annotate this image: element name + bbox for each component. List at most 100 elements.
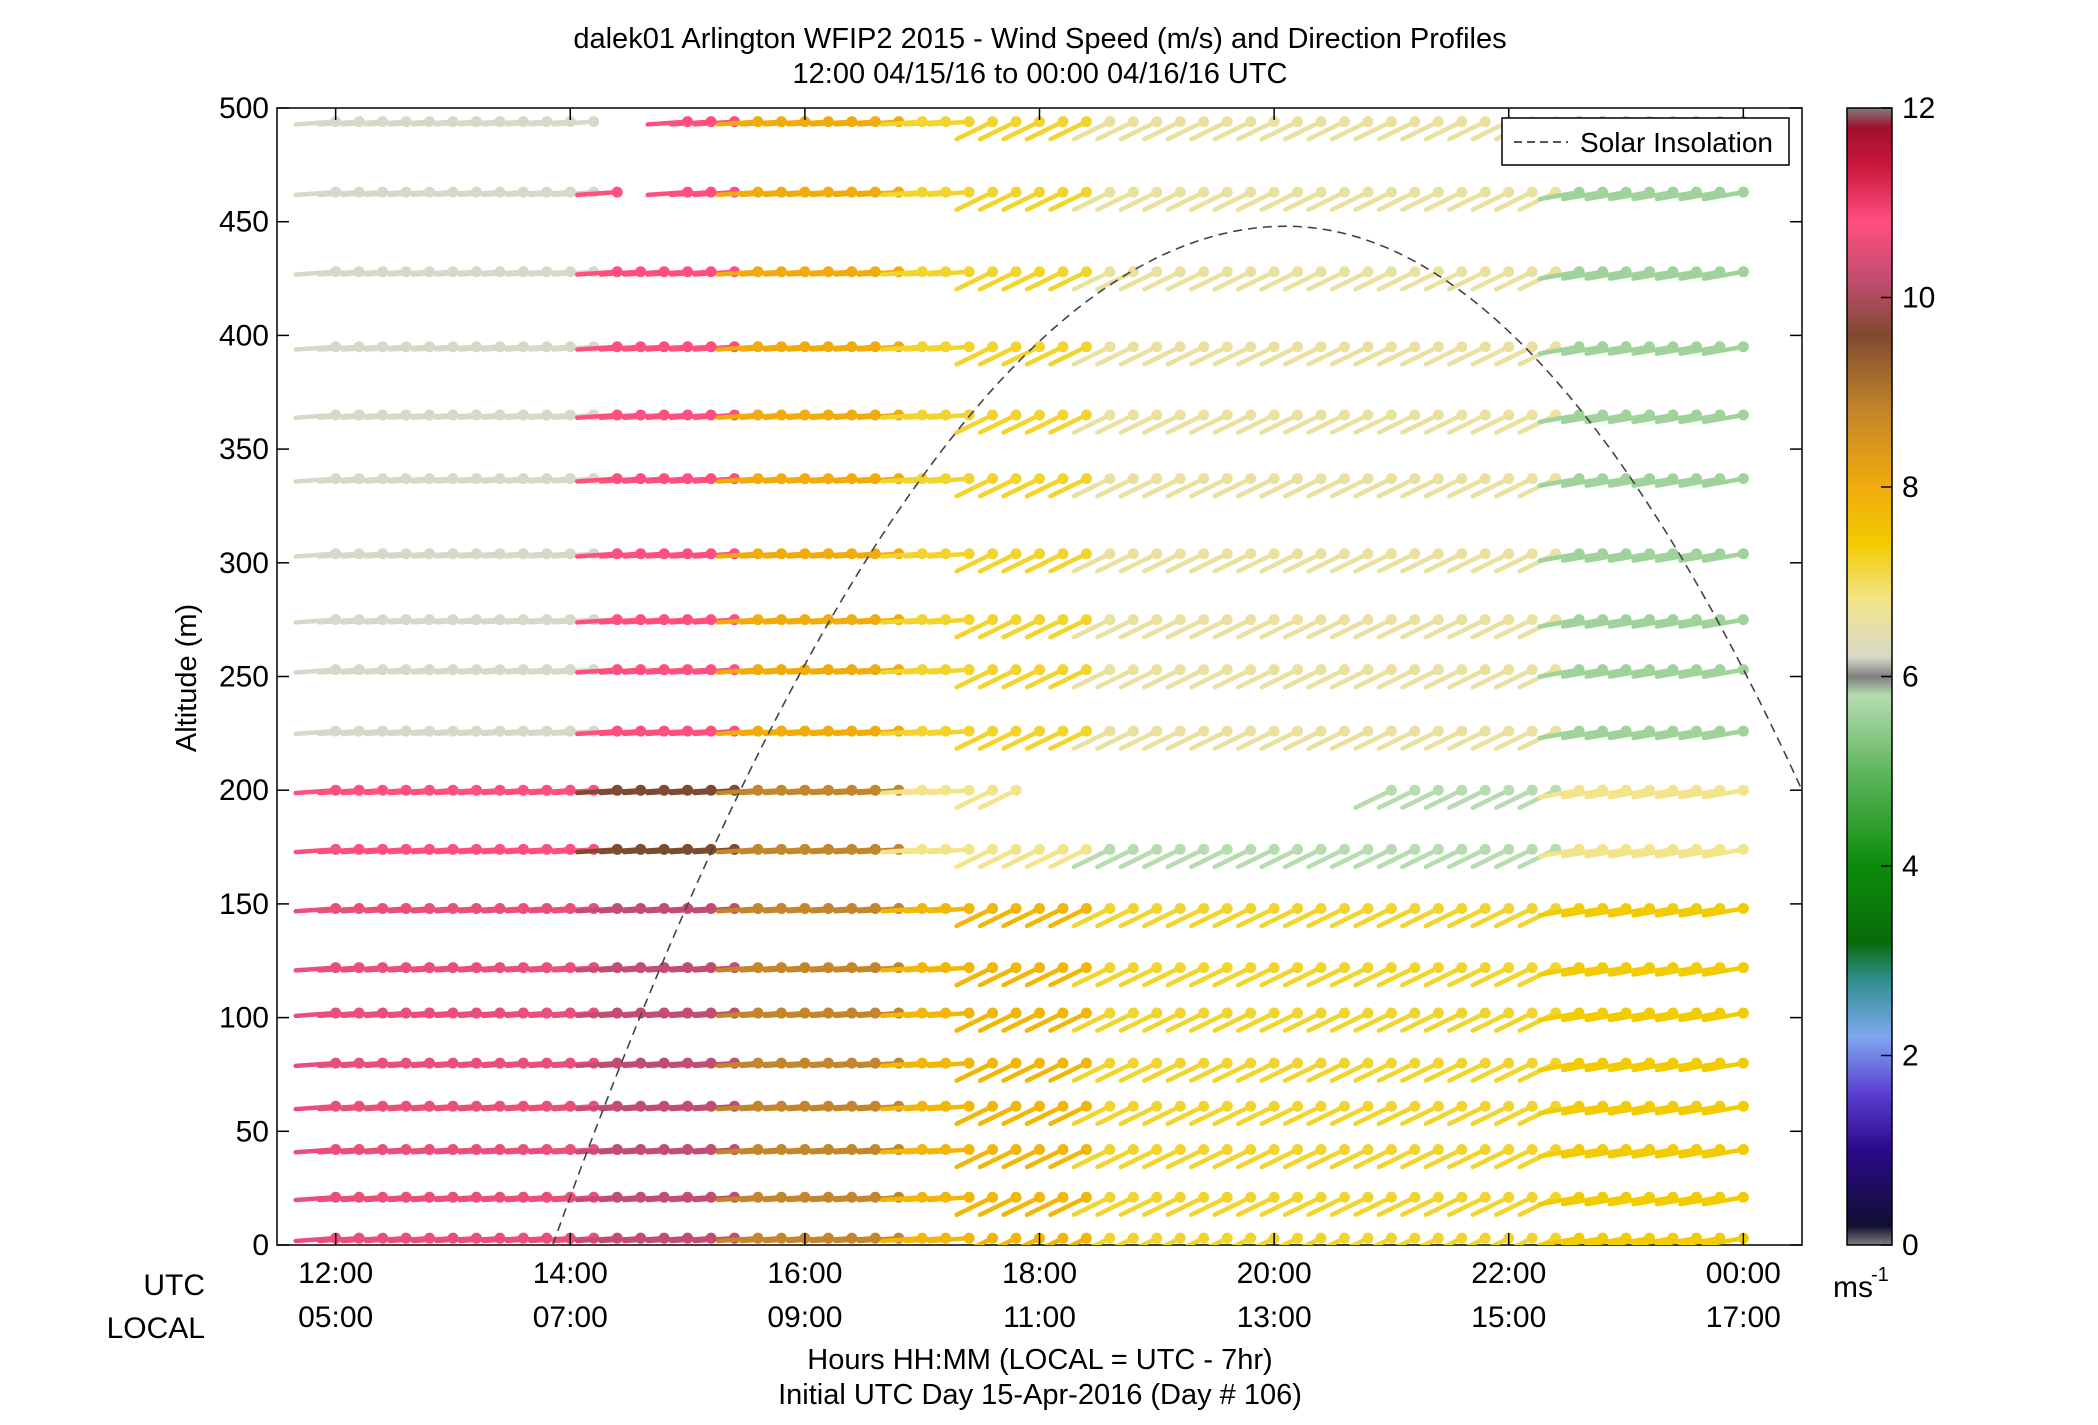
wind-barb-head: [1151, 1057, 1163, 1069]
wind-barb-head: [1503, 902, 1515, 914]
wind-barb: [1607, 906, 1652, 918]
wind-barb: [1306, 965, 1347, 988]
wind-barb-head: [987, 1232, 999, 1244]
wind-barb: [1701, 344, 1746, 356]
wind-barb: [1095, 551, 1136, 574]
wind-barb-head: [1292, 962, 1304, 974]
wind-barb-head: [1479, 725, 1491, 737]
wind-barb: [1095, 1060, 1136, 1083]
wind-barb: [1235, 728, 1277, 751]
wind-barb: [1259, 1060, 1300, 1083]
wind-barb-head: [1057, 843, 1069, 855]
wind-barb: [1212, 1194, 1253, 1218]
wind-barb-head: [1315, 341, 1327, 353]
wind-barb: [1560, 1147, 1605, 1159]
wind-barb-head: [987, 725, 999, 737]
x-tick-label-utc: 16:00: [767, 1257, 842, 1290]
wind-barb: [1235, 119, 1277, 142]
wind-barb: [1001, 906, 1042, 929]
wind-barb: [1584, 1194, 1629, 1207]
wind-barb-head: [987, 473, 999, 485]
wind-barb-head: [1151, 725, 1163, 737]
wind-barb-head: [1315, 548, 1327, 560]
wind-barb-head: [1268, 1057, 1280, 1069]
wind-barb: [926, 269, 972, 277]
wind-barb-head: [1737, 1057, 1749, 1069]
wind-barb: [1212, 667, 1253, 690]
wind-barb: [1024, 269, 1066, 292]
wind-barb: [1024, 728, 1066, 751]
wind-barb: [1212, 1010, 1253, 1033]
wind-barb: [575, 189, 620, 198]
wind-barb: [1584, 847, 1629, 859]
wind-barb-head: [1456, 116, 1468, 128]
wind-barb-head: [1010, 266, 1022, 278]
wind-barb-head: [1409, 962, 1421, 974]
wind-barb: [1235, 906, 1277, 929]
wind-barb: [1470, 667, 1511, 690]
wind-barb-head: [1221, 664, 1233, 676]
wind-barb: [1235, 667, 1277, 690]
wind-barb: [1560, 1194, 1605, 1207]
wind-barb: [1001, 551, 1042, 574]
wind-barb: [926, 787, 972, 796]
wind-barb: [1353, 1060, 1394, 1083]
wind-barb-head: [1339, 548, 1350, 560]
wind-barb: [1118, 189, 1160, 212]
wind-barb: [1631, 1194, 1676, 1207]
wind-barb: [1259, 728, 1300, 751]
wind-barb: [1654, 1194, 1699, 1207]
wind-barb: [1001, 1147, 1042, 1170]
wind-barb: [1493, 906, 1535, 929]
wind-barb: [1701, 965, 1746, 977]
wind-barb-head: [1151, 341, 1163, 353]
wind-barb: [1071, 119, 1113, 142]
wind-barb-head: [1362, 116, 1374, 128]
wind-barb: [954, 906, 995, 929]
wind-barb-head: [1737, 1143, 1749, 1155]
wind-barb: [1376, 728, 1418, 751]
legend-label-solar-insolation: Solar Insolation: [1580, 127, 1773, 158]
wind-barb-head: [1221, 1191, 1233, 1203]
wind-barb: [1584, 1010, 1629, 1023]
wind-barb-head: [963, 902, 975, 914]
wind-barb: [1400, 1060, 1441, 1083]
wind-barb: [1142, 667, 1183, 690]
wind-barb-head: [1127, 962, 1139, 974]
wind-barb-head: [1034, 1191, 1045, 1203]
wind-barb: [926, 965, 972, 973]
wind-barb-head: [1080, 664, 1092, 676]
wind-barb-head: [1409, 1100, 1421, 1112]
wind-barb: [1560, 1060, 1605, 1073]
wind-barb: [1376, 1147, 1418, 1170]
wind-barb-head: [1479, 186, 1491, 198]
wind-barb: [1188, 906, 1230, 929]
wind-barb-head: [1526, 409, 1538, 421]
wind-barb: [1447, 847, 1488, 870]
wind-barb: [1306, 728, 1347, 751]
wind-barb: [1306, 119, 1347, 142]
wind-barb: [1560, 269, 1605, 281]
wind-barb-head: [1221, 725, 1233, 737]
wind-barb: [1607, 847, 1652, 859]
wind-barb: [1235, 1194, 1277, 1218]
wind-barb: [1493, 189, 1535, 212]
wind-barb-head: [1737, 548, 1749, 560]
wind-barb-head: [1057, 548, 1069, 560]
wind-barb-head: [1057, 1100, 1069, 1112]
wind-barb: [1118, 1147, 1160, 1170]
wind-barb: [1048, 1060, 1089, 1083]
wind-barb-head: [1245, 266, 1257, 278]
wind-barb: [1095, 1104, 1136, 1127]
wind-barb-head: [1221, 409, 1233, 421]
wind-barb: [1654, 551, 1699, 563]
wind-barb-head: [1292, 1007, 1304, 1019]
wind-barb: [1188, 476, 1230, 499]
wind-barb: [1701, 1104, 1746, 1116]
wind-barb: [1142, 269, 1183, 292]
wind-barb: [1423, 617, 1465, 640]
wind-barb-head: [1127, 1191, 1139, 1203]
wind-barb: [1493, 787, 1535, 810]
wind-barb-head: [1503, 725, 1515, 737]
wind-barb: [1095, 1147, 1136, 1170]
